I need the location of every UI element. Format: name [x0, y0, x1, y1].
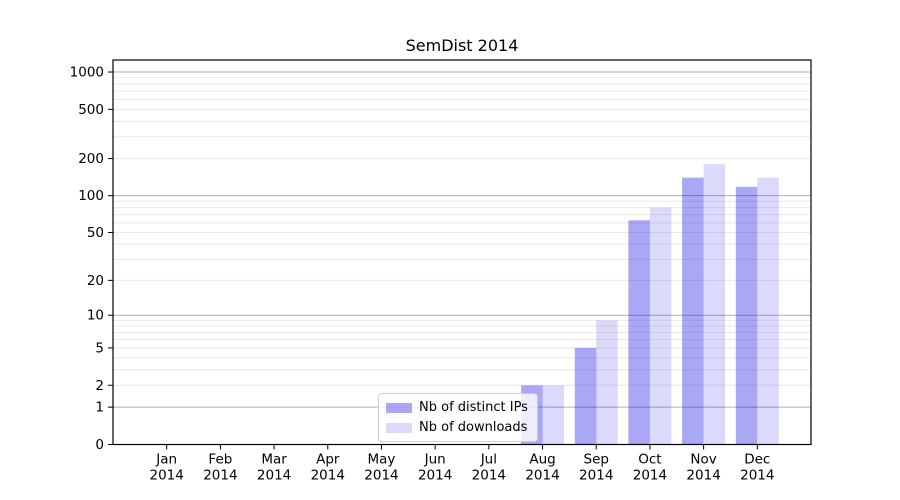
y-tick-label: 500	[78, 102, 104, 118]
x-tick-label-year: 2014	[472, 468, 506, 484]
x-tick-label-month: Nov	[690, 452, 716, 468]
y-tick-label: 10	[87, 308, 104, 324]
x-tick-label-year: 2014	[633, 468, 667, 484]
bar-ips-nov	[682, 177, 704, 445]
y-tick-label: 0	[95, 437, 104, 453]
x-tick-label-year: 2014	[418, 468, 452, 484]
y-tick-label: 200	[78, 151, 104, 167]
y-tick-label: 5	[95, 340, 104, 356]
x-tick-label-year: 2014	[686, 468, 720, 484]
bar-downloads-nov	[703, 164, 726, 445]
bar-ips-dec	[735, 186, 758, 445]
legend-item-downloads: Nb of downloads	[386, 420, 528, 435]
x-tick-label-year: 2014	[364, 468, 398, 484]
x-tick-label-year: 2014	[740, 468, 774, 484]
y-tick-label: 100	[78, 188, 104, 204]
y-tick-label: 20	[87, 273, 104, 289]
x-tick-label-year: 2014	[525, 468, 559, 484]
y-tick-label: 50	[87, 225, 104, 241]
x-tick-label-year: 2014	[203, 468, 237, 484]
bar-downloads-aug	[542, 385, 564, 445]
x-tick-label-year: 2014	[150, 468, 184, 484]
legend-swatch-downloads	[386, 422, 412, 433]
bar-downloads-oct	[649, 207, 672, 445]
legend-label-distinct-ips: Nb of distinct IPs	[419, 400, 528, 415]
axes-spines	[112, 59, 812, 446]
x-tick-label-month: Oct	[638, 452, 661, 468]
y-tick-label: 1	[95, 400, 104, 416]
x-tick-label-month: Sep	[584, 452, 609, 468]
legend-item-distinct-ips: Nb of distinct IPs	[386, 400, 528, 415]
x-tick-label-month: Dec	[744, 452, 770, 468]
x-tick-label-month: Mar	[261, 452, 287, 468]
y-tick-label: 2	[95, 378, 104, 394]
x-tick-label-month: Feb	[208, 452, 232, 468]
bar-ips-sep	[574, 347, 597, 445]
y-tick-label: 1000	[70, 65, 104, 81]
x-tick-label-year: 2014	[257, 468, 291, 484]
x-tick-label-month: Jun	[424, 452, 446, 468]
x-tick-label-month: Apr	[316, 452, 340, 468]
x-tick-label-year: 2014	[579, 468, 613, 484]
bar-downloads-dec	[757, 177, 779, 445]
legend-label-downloads: Nb of downloads	[419, 420, 528, 435]
legend: Nb of distinct IPs Nb of downloads	[378, 393, 538, 442]
x-tick-label-year: 2014	[311, 468, 345, 484]
x-tick-label-month: Aug	[529, 452, 555, 468]
bar-downloads-sep	[596, 320, 618, 445]
chart-title: SemDist 2014	[405, 36, 519, 55]
x-tick-label-month: Jul	[480, 452, 497, 468]
bar-ips-oct	[628, 220, 650, 445]
x-tick-label-month: May	[368, 452, 396, 468]
legend-swatch-distinct-ips	[386, 402, 412, 413]
x-tick-label-month: Jan	[155, 452, 177, 468]
